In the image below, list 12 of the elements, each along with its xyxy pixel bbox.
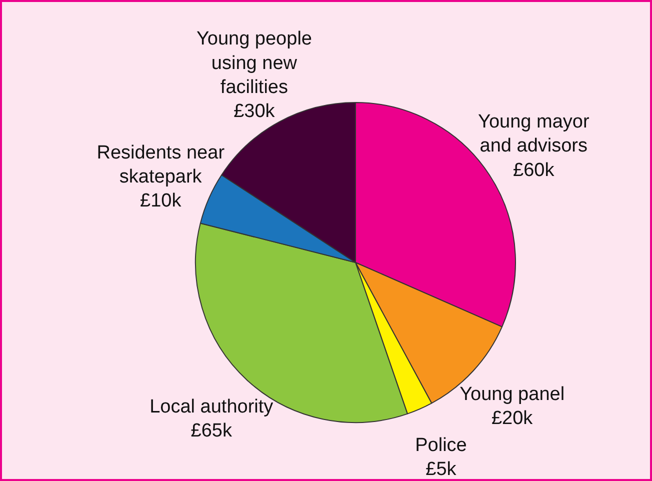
data-label: £30k (234, 101, 276, 122)
slice-label: Police (415, 434, 467, 456)
data-label: £20k (491, 408, 534, 430)
slice-label: Young panel (460, 384, 565, 406)
data-label: £10k (140, 190, 182, 212)
data-label: £65k (190, 420, 232, 442)
slice-label: Young people using new facilities (196, 28, 312, 98)
data-label: £5k (426, 458, 457, 480)
slice-label: Young mayor and advisors (478, 111, 590, 157)
slice-label: Local authority (150, 396, 274, 418)
data-label: £60k (513, 160, 555, 181)
slice-label: Residents near skatepark (96, 142, 226, 188)
